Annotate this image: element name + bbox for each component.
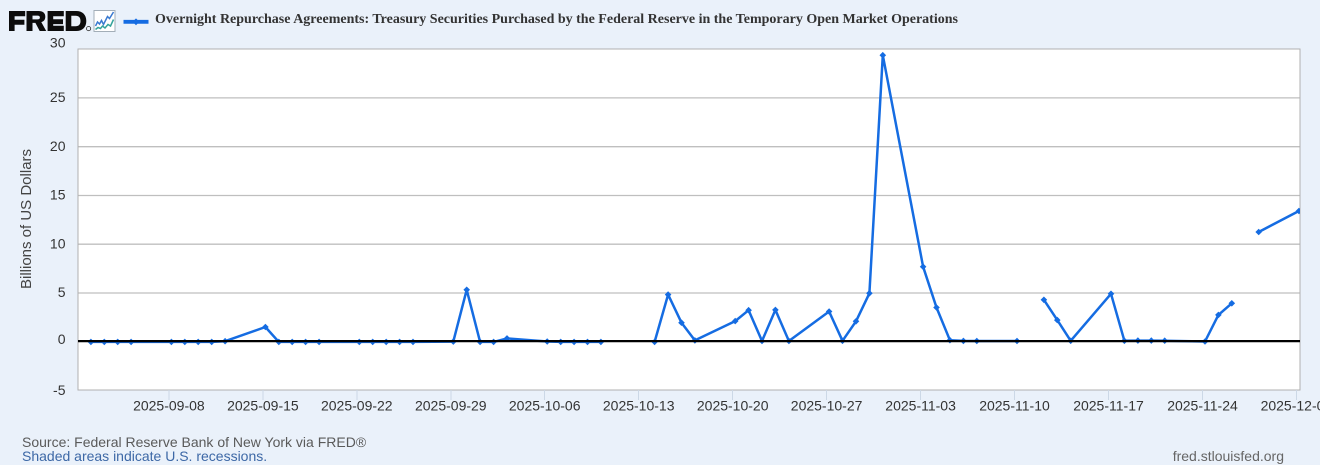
svg-text:2025-11-24: 2025-11-24: [1167, 398, 1238, 414]
svg-text:2025-11-03: 2025-11-03: [885, 398, 956, 414]
svg-text:2025-09-22: 2025-09-22: [321, 398, 393, 414]
svg-text:2025-09-29: 2025-09-29: [415, 398, 487, 414]
svg-text:2025-11-17: 2025-11-17: [1073, 398, 1144, 414]
svg-text:25: 25: [50, 89, 66, 105]
svg-text:15: 15: [50, 187, 66, 203]
svg-text:2025-10-13: 2025-10-13: [603, 398, 675, 414]
svg-text:20: 20: [50, 138, 66, 154]
svg-text:2025-09-08: 2025-09-08: [133, 398, 205, 414]
svg-text:2025-12-01: 2025-12-01: [1261, 398, 1320, 414]
svg-text:2025-09-15: 2025-09-15: [227, 398, 299, 414]
svg-text:2025-10-06: 2025-10-06: [509, 398, 581, 414]
svg-text:2025-10-20: 2025-10-20: [697, 398, 769, 414]
svg-text:0: 0: [58, 331, 66, 347]
svg-text:Billions of US Dollars: Billions of US Dollars: [18, 149, 35, 289]
svg-text:2025-11-10: 2025-11-10: [979, 398, 1050, 414]
svg-text:10: 10: [50, 235, 66, 251]
svg-text:5: 5: [58, 284, 66, 300]
svg-text:-5: -5: [53, 382, 66, 398]
svg-text:30: 30: [50, 34, 66, 50]
svg-text:2025-10-27: 2025-10-27: [791, 398, 863, 414]
